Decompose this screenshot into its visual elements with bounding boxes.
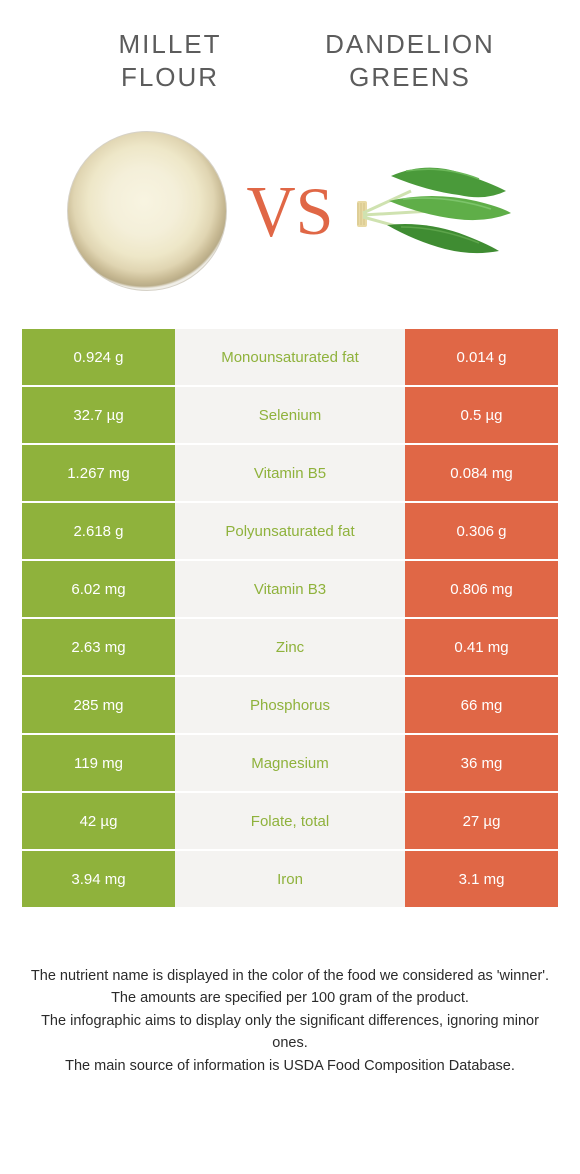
left-value: 3.94 mg (22, 851, 175, 907)
right-value: 0.806 mg (405, 561, 558, 617)
left-value: 1.267 mg (22, 445, 175, 501)
nutrient-name: Monounsaturated fat (175, 329, 405, 385)
image-row: VS (0, 109, 580, 323)
table-row: 1.267 mgVitamin B50.084 mg (22, 445, 558, 501)
footer-line: The main source of information is USDA F… (30, 1055, 550, 1077)
right-value: 0.306 g (405, 503, 558, 559)
greens-icon (351, 161, 516, 261)
right-value: 66 mg (405, 677, 558, 733)
nutrient-name: Iron (175, 851, 405, 907)
nutrient-name: Vitamin B5 (175, 445, 405, 501)
nutrient-name: Vitamin B3 (175, 561, 405, 617)
nutrient-name: Polyunsaturated fat (175, 503, 405, 559)
table-row: 2.618 gPolyunsaturated fat0.306 g (22, 503, 558, 559)
left-value: 2.618 g (22, 503, 175, 559)
right-food-title: DANDELION GREENS (290, 28, 530, 93)
nutrient-name: Selenium (175, 387, 405, 443)
flour-bowl-icon (67, 131, 227, 291)
vs-label: VS (241, 177, 340, 245)
table-row: 2.63 mgZinc0.41 mg (22, 619, 558, 675)
left-value: 0.924 g (22, 329, 175, 385)
left-value: 285 mg (22, 677, 175, 733)
nutrient-name: Phosphorus (175, 677, 405, 733)
table-row: 42 µgFolate, total27 µg (22, 793, 558, 849)
right-value: 0.084 mg (405, 445, 558, 501)
left-value: 6.02 mg (22, 561, 175, 617)
right-value: 36 mg (405, 735, 558, 791)
comparison-table: 0.924 gMonounsaturated fat0.014 g32.7 µg… (0, 329, 580, 909)
table-row: 32.7 µgSelenium0.5 µg (22, 387, 558, 443)
left-food-image (59, 123, 235, 299)
left-value: 2.63 mg (22, 619, 175, 675)
right-value: 0.5 µg (405, 387, 558, 443)
nutrient-name: Folate, total (175, 793, 405, 849)
table-row: 0.924 gMonounsaturated fat0.014 g (22, 329, 558, 385)
right-value: 27 µg (405, 793, 558, 849)
footer-notes: The nutrient name is displayed in the co… (0, 909, 580, 1077)
footer-line: The nutrient name is displayed in the co… (30, 965, 550, 987)
table-row: 6.02 mgVitamin B30.806 mg (22, 561, 558, 617)
right-value: 3.1 mg (405, 851, 558, 907)
right-value: 0.41 mg (405, 619, 558, 675)
right-food-image (345, 123, 521, 299)
left-value: 119 mg (22, 735, 175, 791)
left-value: 32.7 µg (22, 387, 175, 443)
table-row: 285 mgPhosphorus66 mg (22, 677, 558, 733)
table-row: 119 mgMagnesium36 mg (22, 735, 558, 791)
footer-line: The infographic aims to display only the… (30, 1010, 550, 1055)
nutrient-name: Zinc (175, 619, 405, 675)
right-value: 0.014 g (405, 329, 558, 385)
left-value: 42 µg (22, 793, 175, 849)
left-food-title: MILLET FLOUR (50, 28, 290, 93)
header: MILLET FLOUR DANDELION GREENS (0, 0, 580, 109)
table-row: 3.94 mgIron3.1 mg (22, 851, 558, 907)
footer-line: The amounts are specified per 100 gram o… (30, 987, 550, 1009)
nutrient-name: Magnesium (175, 735, 405, 791)
